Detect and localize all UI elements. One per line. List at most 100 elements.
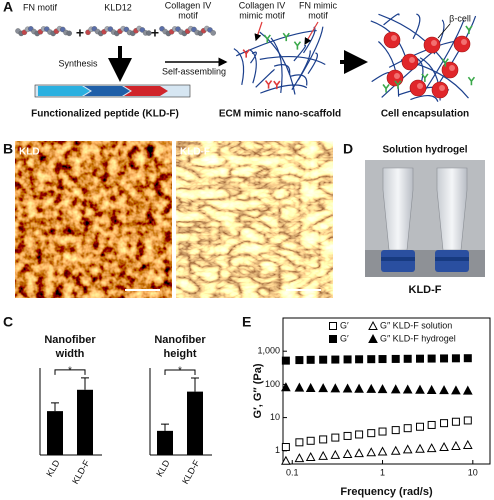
marker <box>402 384 413 394</box>
marker <box>306 355 315 364</box>
marker <box>342 448 353 459</box>
marker <box>294 382 305 392</box>
motif-y <box>394 80 402 89</box>
tube-cap-ring <box>381 257 415 261</box>
marker <box>415 384 425 394</box>
bar <box>187 391 203 455</box>
panel-label: E <box>242 314 251 330</box>
fiber <box>307 52 318 75</box>
y-tick-label: 10 <box>270 412 280 422</box>
segment <box>84 86 130 96</box>
marker <box>391 354 400 363</box>
marker <box>319 355 328 364</box>
cell-nucleus <box>431 40 437 46</box>
motif-label: β-cell <box>449 13 471 23</box>
error-bar <box>161 423 169 431</box>
marker <box>427 420 436 429</box>
chart-title: width <box>55 348 85 360</box>
marker <box>377 446 388 456</box>
panel-title: Solution hydrogel <box>383 145 468 156</box>
marker <box>403 424 412 433</box>
x-tick-label: KLD-F <box>180 458 202 486</box>
marker <box>439 385 449 395</box>
marker <box>440 354 449 363</box>
marker <box>331 433 340 442</box>
marker <box>354 383 364 393</box>
cell-nucleus <box>439 85 445 91</box>
x-tick-label: 0.1 <box>286 467 299 477</box>
marker <box>415 443 425 453</box>
bar <box>47 411 63 455</box>
marker <box>427 354 436 363</box>
fiber <box>410 95 439 102</box>
motif-label: Collagen IV <box>239 0 286 10</box>
marker <box>440 419 449 428</box>
x-tick-label: KLD <box>44 458 62 479</box>
marker <box>343 431 352 440</box>
marker <box>295 356 304 365</box>
marker <box>391 426 400 435</box>
fiber <box>235 29 317 57</box>
legend-label: G″ KLD-F hydrogel <box>380 333 456 343</box>
marker <box>281 356 290 365</box>
error-bar <box>191 377 199 392</box>
marker <box>463 354 472 363</box>
step-label: Self-assembling <box>162 66 226 76</box>
fiber <box>255 68 276 88</box>
marker <box>378 355 387 364</box>
marker <box>305 451 316 461</box>
motif-y <box>273 80 281 90</box>
marker <box>355 355 364 364</box>
cell-nucleus <box>417 83 423 89</box>
y-tick-label: 100 <box>265 379 280 389</box>
step-label: Synthesis <box>58 58 98 68</box>
marker <box>343 355 352 364</box>
marker <box>295 438 304 447</box>
marker <box>366 383 377 393</box>
x-tick-label: 10 <box>468 467 478 477</box>
peptide-bead <box>146 30 152 36</box>
motif-y <box>263 34 271 43</box>
fiber <box>260 84 308 94</box>
error-bar <box>81 377 89 390</box>
bar <box>157 430 173 455</box>
fiber <box>297 26 324 81</box>
image-label: KLD <box>19 147 40 158</box>
marker <box>281 443 290 452</box>
fiber <box>378 41 400 97</box>
fiber <box>290 74 308 86</box>
marker <box>367 355 376 364</box>
marker <box>319 435 328 444</box>
marker <box>330 449 341 459</box>
marker <box>426 443 437 453</box>
tube <box>382 167 414 251</box>
image-label: KLD-F <box>180 147 210 158</box>
marker <box>390 445 401 455</box>
cell-nucleus <box>409 57 415 63</box>
motif-label: Collagen IV <box>165 0 212 10</box>
motif-y <box>441 58 449 67</box>
caption: Cell encapsulation <box>381 109 469 120</box>
marker <box>354 448 364 458</box>
marker <box>294 453 305 463</box>
motif-y <box>382 84 390 93</box>
marker <box>281 455 291 465</box>
cell-nucleus <box>461 39 467 45</box>
significance-bracket <box>164 369 196 376</box>
fiber <box>249 49 257 84</box>
marker <box>377 384 388 394</box>
panel-label: D <box>343 141 353 157</box>
marker <box>367 429 376 438</box>
error-bar <box>51 402 59 412</box>
marker <box>426 384 437 394</box>
legend-marker <box>329 335 337 343</box>
afm-image <box>15 141 172 298</box>
marker <box>318 450 328 460</box>
pointer <box>254 21 263 42</box>
x-axis-label: Frequency (rad/s) <box>340 486 433 498</box>
fiber <box>233 48 245 86</box>
marker <box>355 430 364 439</box>
legend-label: G′ <box>340 333 349 343</box>
marker <box>451 417 460 426</box>
